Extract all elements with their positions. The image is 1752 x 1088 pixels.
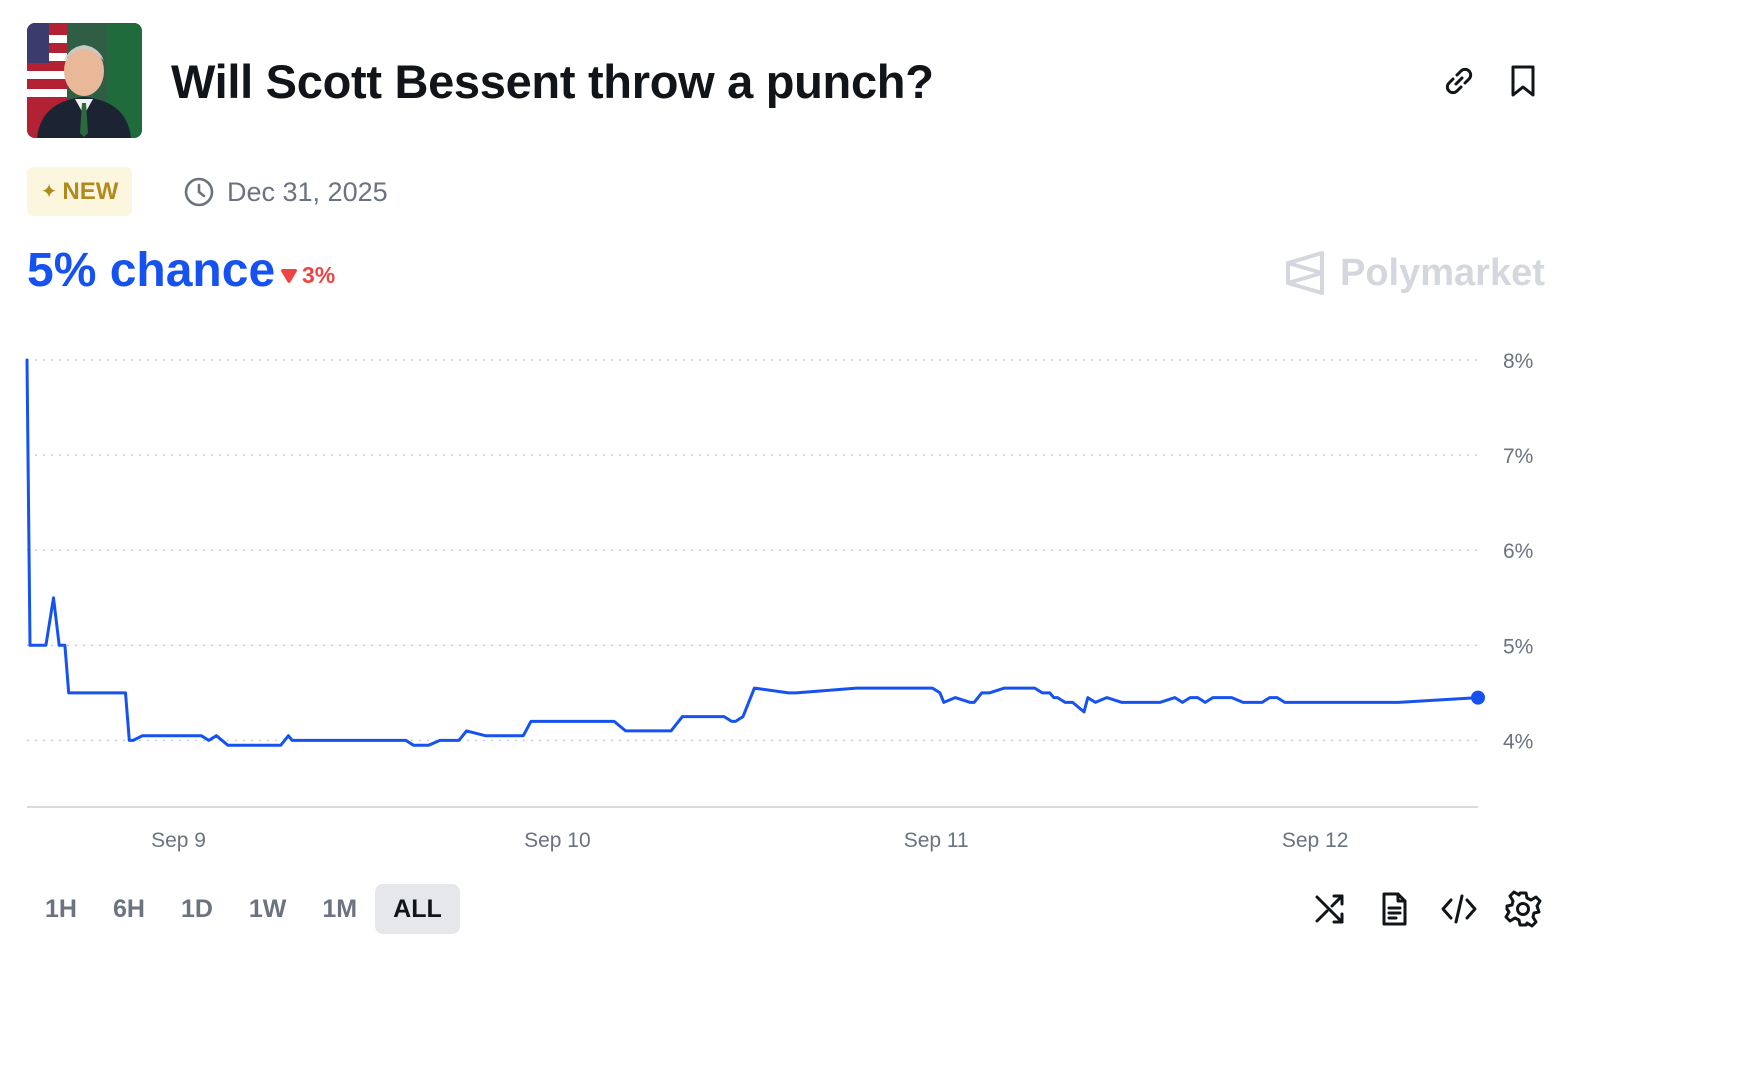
range-1d-button[interactable]: 1D xyxy=(180,894,213,923)
time-range-selector: 1H 6H 1D 1W 1M ALL xyxy=(27,884,460,934)
change-indicator: 3% xyxy=(280,262,335,289)
bookmark-icon[interactable] xyxy=(1503,61,1543,101)
y-tick-label: 7% xyxy=(1503,445,1533,468)
polymarket-logo-icon xyxy=(1286,251,1324,295)
range-1w-button[interactable]: 1W xyxy=(248,894,287,923)
end-date: Dec 31, 2025 xyxy=(183,174,388,210)
range-1m-button[interactable]: 1M xyxy=(322,894,358,923)
code-icon[interactable] xyxy=(1439,889,1479,929)
document-icon[interactable] xyxy=(1374,889,1414,929)
y-tick-label: 8% xyxy=(1503,350,1533,373)
series-line xyxy=(25,358,1480,747)
chance-value: 5% chance xyxy=(27,244,276,297)
x-tick-label: Sep 12 xyxy=(1282,829,1349,852)
market-avatar xyxy=(27,23,142,138)
price-chart[interactable]: 4% 5% 6% 7% 8% Sep 9 Sep 10 Sep 11 Sep 12 xyxy=(0,320,1752,860)
end-date-text: Dec 31, 2025 xyxy=(227,176,388,207)
gear-icon[interactable] xyxy=(1503,889,1543,929)
y-tick-label: 5% xyxy=(1503,635,1533,658)
x-tick-label: Sep 9 xyxy=(151,829,206,852)
new-badge-label: NEW xyxy=(62,177,119,205)
caret-down-icon xyxy=(281,268,297,283)
shuffle-icon[interactable] xyxy=(1310,889,1350,929)
y-tick-label: 4% xyxy=(1503,730,1533,753)
person-portrait-icon xyxy=(27,23,142,138)
sparkle-icon: ✦ xyxy=(40,181,58,203)
y-tick-label: 6% xyxy=(1503,540,1533,563)
current-value-dot xyxy=(1471,690,1485,705)
x-tick-label: Sep 11 xyxy=(904,829,969,852)
market-title: Will Scott Bessent throw a punch? xyxy=(171,55,934,108)
x-tick-label: Sep 10 xyxy=(524,829,591,852)
change-value: 3% xyxy=(302,262,336,288)
range-1h-button[interactable]: 1H xyxy=(45,894,77,923)
clock-icon xyxy=(184,177,214,207)
brand-name: Polymarket xyxy=(1340,251,1545,294)
link-icon[interactable] xyxy=(1439,61,1479,101)
polymarket-brand: Polymarket xyxy=(1284,250,1545,296)
range-6h-button[interactable]: 6H xyxy=(112,894,145,923)
range-all-button[interactable]: ALL xyxy=(375,884,460,934)
new-badge: ✦ NEW xyxy=(27,167,132,216)
